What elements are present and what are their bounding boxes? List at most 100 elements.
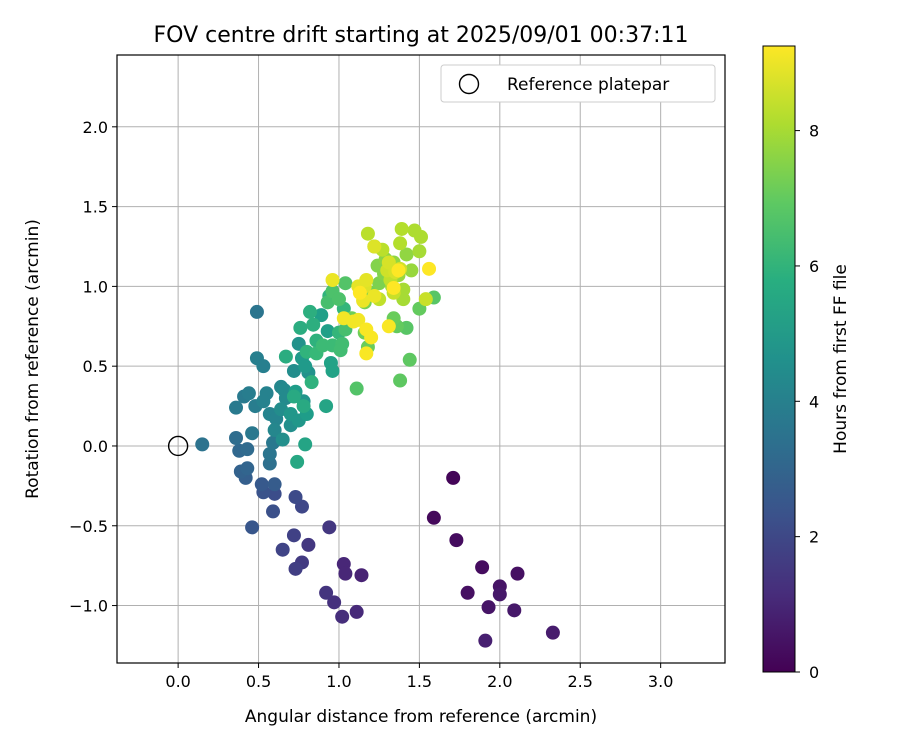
data-point <box>359 346 374 361</box>
data-point <box>320 295 335 310</box>
data-point <box>298 437 313 452</box>
data-point <box>399 247 414 262</box>
data-point <box>325 273 340 288</box>
data-point <box>478 633 493 648</box>
data-point <box>303 304 318 319</box>
data-point <box>418 292 433 307</box>
x-tick-label: 3.0 <box>648 672 673 691</box>
data-point <box>240 442 255 457</box>
data-point <box>229 400 244 415</box>
data-point <box>412 244 427 259</box>
data-point <box>298 359 313 374</box>
data-point <box>333 343 348 358</box>
data-point <box>306 317 321 332</box>
data-point <box>460 585 475 600</box>
legend: Reference platepar <box>440 64 716 103</box>
data-point <box>245 520 260 535</box>
colorbar-gradient <box>762 45 796 673</box>
data-point <box>327 595 342 610</box>
data-point <box>393 373 408 388</box>
y-axis: −1.0 −0.5 0.0 0.5 1.0 1.5 2.0 <box>69 118 117 616</box>
data-point <box>325 363 340 378</box>
plot-frame <box>116 54 726 664</box>
data-point <box>278 349 293 364</box>
data-point <box>267 423 282 438</box>
data-point <box>262 446 277 461</box>
x-tick-label: 2.5 <box>568 672 593 691</box>
data-point <box>288 490 303 505</box>
colorbar-label: Hours from first FF file <box>831 264 851 454</box>
legend-marker-icon <box>458 73 480 95</box>
x-axis: 0.0 0.5 1.0 1.5 2.0 2.5 3.0 <box>165 663 673 691</box>
data-point <box>304 375 319 390</box>
data-point <box>338 566 353 581</box>
data-point <box>507 603 522 618</box>
data-point <box>249 304 264 319</box>
data-point <box>267 486 282 501</box>
data-point <box>359 273 374 288</box>
data-point <box>545 625 560 640</box>
data-point <box>275 542 290 557</box>
data-point <box>241 386 256 401</box>
data-point <box>286 389 301 404</box>
y-axis-label: Rotation from reference (arcmin) <box>23 219 43 499</box>
data-point <box>393 236 408 251</box>
x-tick-label: 2.0 <box>487 672 512 691</box>
y-tick-label: 0.5 <box>83 357 108 376</box>
data-point <box>319 585 334 600</box>
data-point <box>229 430 244 445</box>
chart-title: FOV centre drift starting at 2025/09/01 … <box>154 23 689 48</box>
x-tick-label: 1.5 <box>407 672 432 691</box>
data-point <box>254 477 269 492</box>
data-point <box>386 280 401 295</box>
colorbar-tick-label: 6 <box>809 257 819 276</box>
data-point <box>367 288 382 303</box>
data-point <box>352 285 367 300</box>
data-point <box>367 239 382 254</box>
data-point <box>446 470 461 485</box>
colorbar-ticks: 0 2 4 6 8 <box>795 122 819 682</box>
grid <box>117 55 725 663</box>
data-point <box>404 263 419 278</box>
legend-label: Reference platepar <box>507 75 669 95</box>
data-point <box>290 454 305 469</box>
data-point <box>364 330 379 345</box>
data-point <box>293 320 308 335</box>
y-tick-label: 1.5 <box>83 198 108 217</box>
data-point <box>286 528 301 543</box>
data-point <box>475 560 490 575</box>
data-point <box>402 352 417 367</box>
reference-platepar-marker <box>167 435 189 457</box>
data-point <box>381 319 396 334</box>
x-tick-label: 1.0 <box>326 672 351 691</box>
x-tick-label: 0.5 <box>246 672 271 691</box>
data-point <box>335 609 350 624</box>
y-tick-label: 2.0 <box>83 118 108 137</box>
data-point <box>391 263 406 278</box>
data-point <box>266 504 281 519</box>
data-point <box>286 363 301 378</box>
data-point <box>481 600 496 615</box>
data-point <box>351 312 366 327</box>
colorbar: 0 2 4 6 8 Hours from first FF file <box>762 45 851 682</box>
data-point <box>314 308 329 323</box>
data-point <box>422 261 437 276</box>
data-point <box>301 537 316 552</box>
data-point <box>245 426 260 441</box>
legend-box <box>440 64 716 103</box>
data-point <box>320 324 335 339</box>
data-point <box>354 568 369 583</box>
colorbar-tick-label: 4 <box>809 392 819 411</box>
y-tick-label: 0.0 <box>83 437 108 456</box>
data-point <box>338 276 353 291</box>
data-point <box>296 399 311 414</box>
data-point <box>407 223 422 238</box>
data-point <box>349 381 364 396</box>
data-point <box>319 399 334 414</box>
colorbar-tick-label: 0 <box>809 663 819 682</box>
data-point <box>262 456 277 471</box>
y-tick-label: −1.0 <box>69 597 108 616</box>
data-points <box>195 221 560 648</box>
reference-marker-group <box>167 435 189 457</box>
